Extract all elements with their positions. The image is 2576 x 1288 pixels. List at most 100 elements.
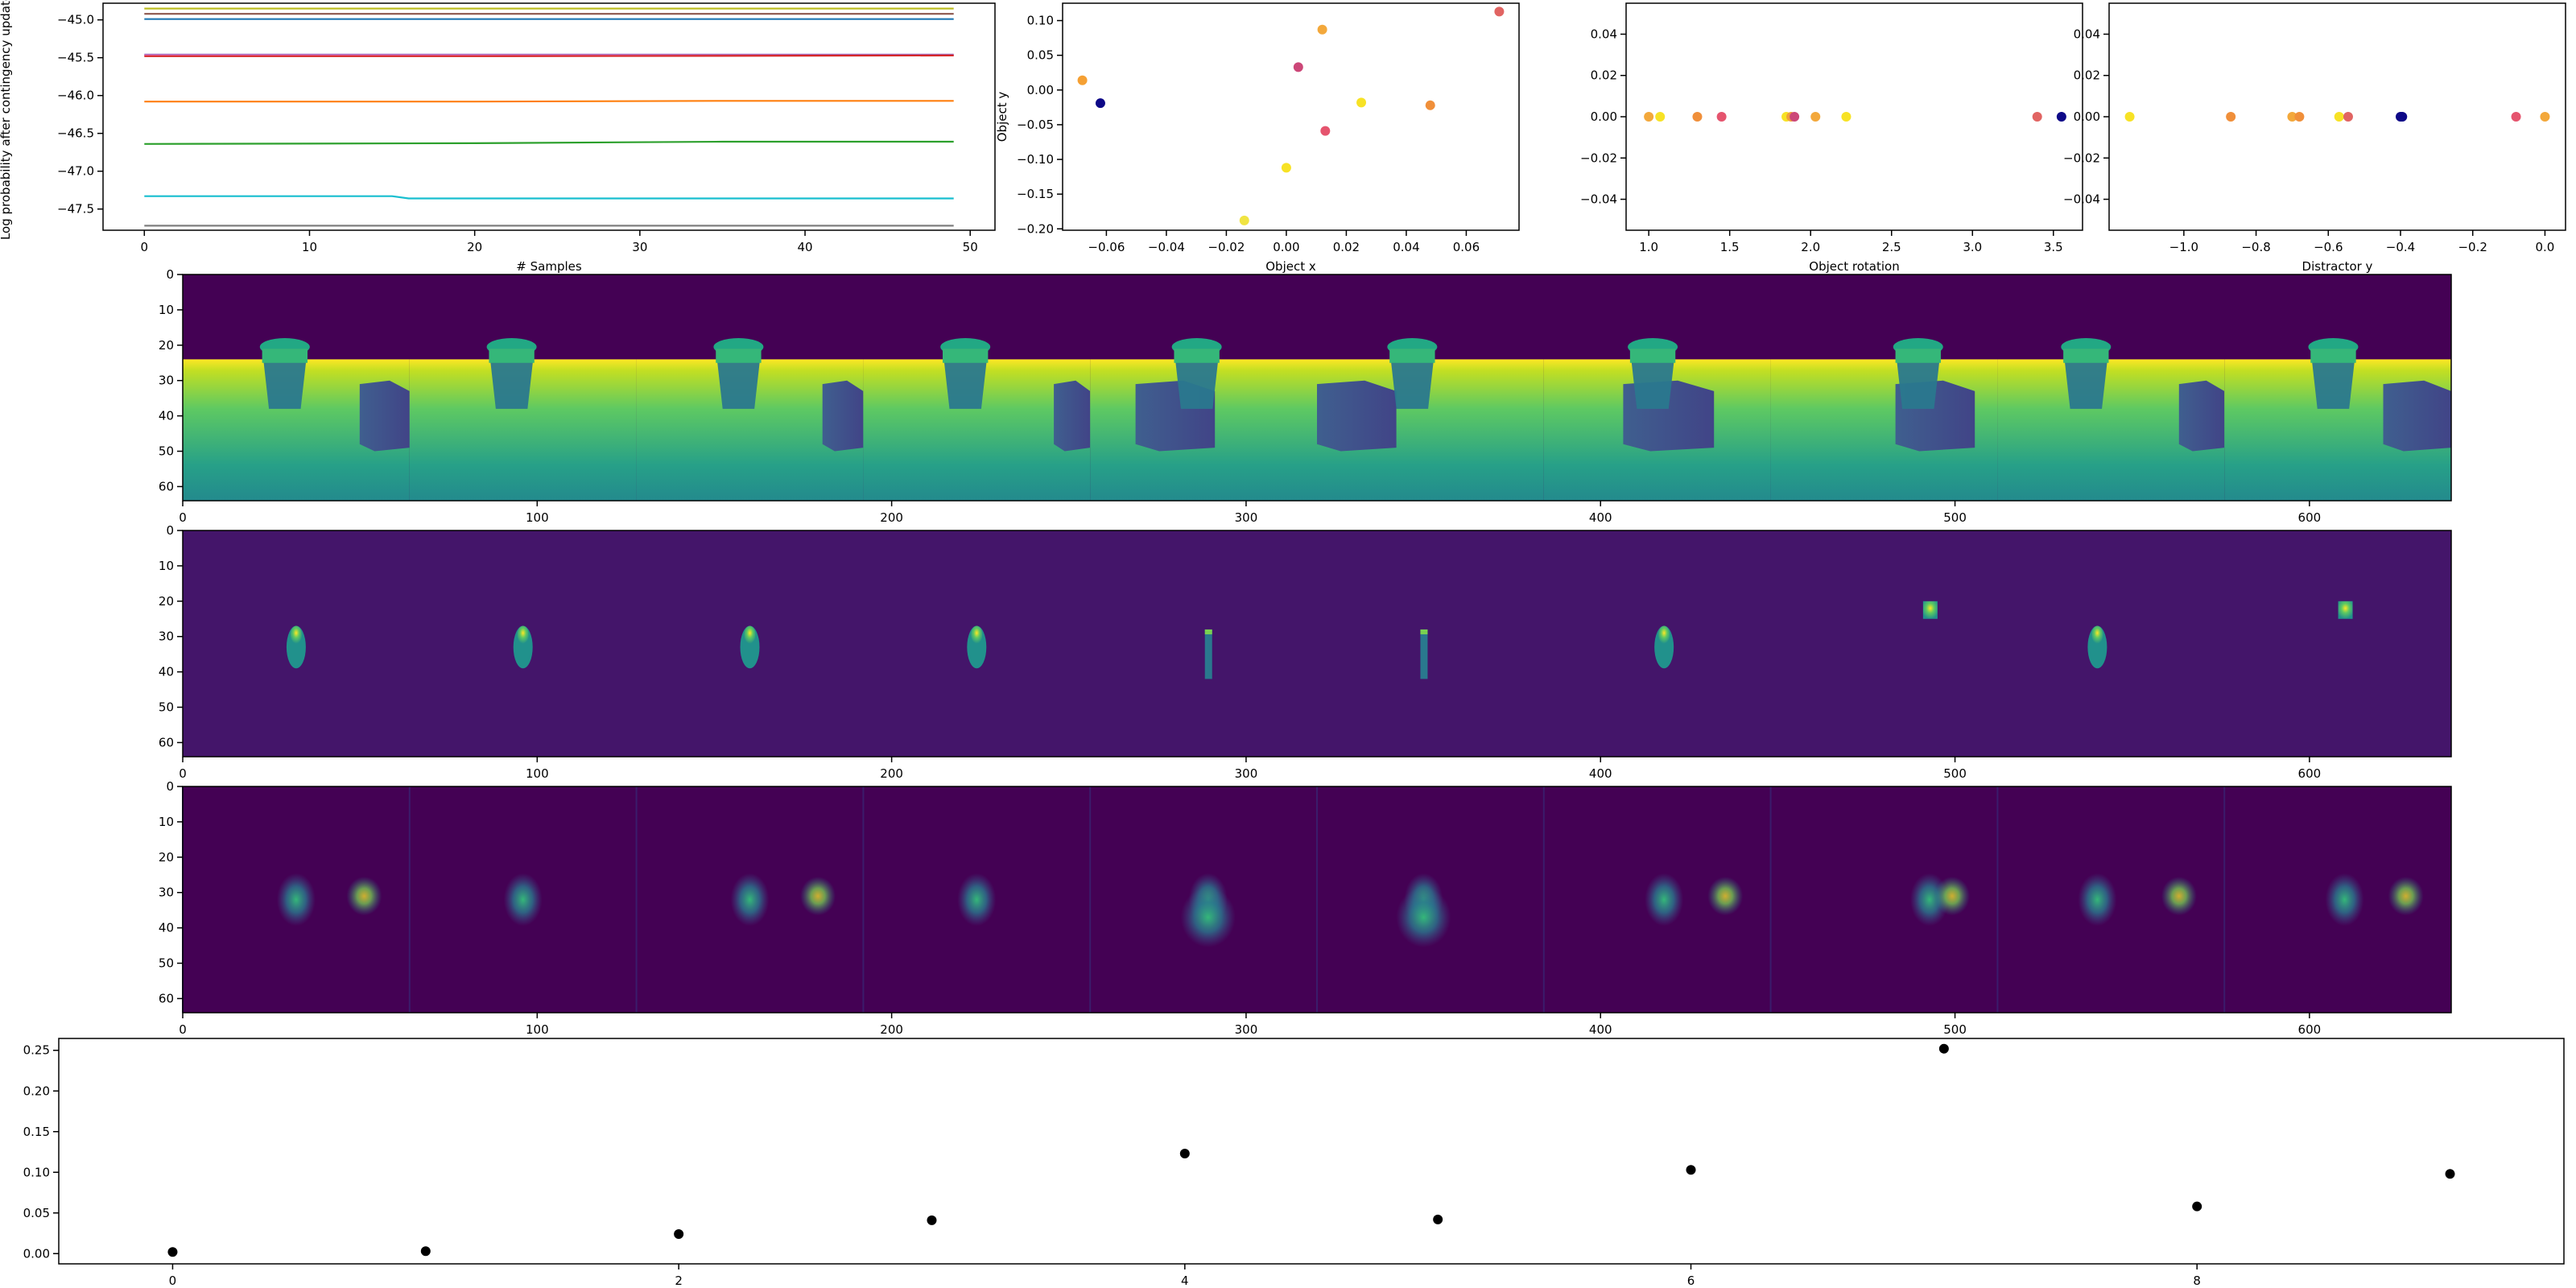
x-tick-label: 400 [1589,766,1612,781]
y-tick-label: −0.10 [1017,152,1054,167]
y-tick-label: 20 [159,594,174,609]
y-tick-label: 30 [159,886,174,900]
cup-top-face [1895,349,1941,363]
x-tick-label: 3.0 [1963,240,1982,254]
x-tick-label: 2 [675,1274,683,1288]
point-6 [1790,112,1800,122]
tile-1 [513,625,533,669]
tile-0 [183,338,410,501]
distractor-box [1317,380,1397,452]
y-ticks: 0 10 20 30 40 50 60 [159,267,183,493]
tile-0 [286,625,306,669]
y-tick-label: 40 [159,921,174,935]
x-tick-label: 0.00 [1273,240,1299,254]
point-9 [2540,112,2550,122]
tile-9 [2224,338,2451,501]
tile-2 [636,338,864,501]
point-6 [1320,126,1331,136]
x-tick-label: 1.0 [1639,240,1658,254]
recon-blob [957,873,997,927]
x-tick-label: 500 [1943,1022,1967,1037]
point-7 [1810,112,1821,122]
y-tick-label: −0.20 [1017,221,1054,236]
axes-frame [182,274,2452,502]
tile-8 [2087,625,2107,669]
axes-frame [182,786,2452,1013]
y-tick-label: 50 [159,700,174,715]
x-tick-label: 300 [1235,1022,1258,1037]
recon-blob-secondary [1707,876,1744,916]
cup-body [1174,349,1220,409]
recon-blob-secondary [1934,876,1971,916]
y-tick-label: 40 [159,665,174,679]
x-tick-label: 400 [1589,1022,1612,1037]
chart-strip-depth: 0 100 200 300 400 500 600 0 10 20 30 40 50 60 [159,267,2452,525]
recon-blob [730,873,770,927]
cup-body [489,349,535,409]
point-1 [420,1246,431,1257]
tile-4 [1090,338,1317,501]
point-2 [674,1229,684,1240]
x-ticks: −0.06 −0.04 −0.02 0.00 0.02 0.04 0.06 [1088,230,1480,254]
point-6 [1686,1165,1696,1175]
x-axis-label: Distractor y [2302,259,2373,274]
x-tick-label: 0 [179,766,187,781]
points [167,1043,2455,1257]
cup-top-face [1174,349,1220,363]
recon-blob-secondary [2161,876,2197,916]
strip-background [183,530,2451,757]
cup-top-face [2063,349,2109,363]
x-tick-label: 50 [963,240,978,254]
x-tick-label: 400 [1589,510,1612,525]
point-8 [2192,1201,2202,1212]
points [1644,112,2066,122]
y-tick-label: 0 [166,779,174,794]
y-tick-label: −46.0 [57,89,94,103]
x-tick-label: 300 [1235,766,1258,781]
distractor-box [1054,380,1091,452]
x-tick-label: 100 [526,766,549,781]
x-ticks: 0 2 4 6 8 [169,1264,2201,1288]
cup-body [2063,349,2109,409]
recon-blob-large [1180,887,1236,947]
tile-7 [1922,601,1938,619]
point-2 [2287,112,2297,122]
x-tick-label: 8 [2193,1274,2201,1288]
y-tick-label: 0 [166,267,174,282]
recon-blob [1645,873,1684,927]
attention-edge [1420,629,1428,679]
point-7 [2397,112,2408,122]
chart-logprob: 0 10 20 30 40 50 −45.0 −45.5 −46.0 −46.5 −47.0 −47.… [0,0,996,274]
recon-blob-secondary [346,876,382,916]
y-tick-label: −0.05 [1017,118,1054,132]
y-tick-label: −0.02 [2063,151,2100,165]
x-tick-label: 100 [526,510,549,525]
y-ticks: 0.10 0.05 0.00 −0.05 −0.10 −0.15 −0.20 [1017,14,1063,236]
point-0 [1077,75,1088,85]
y-ticks: −45.0 −45.5 −46.0 −46.5 −47.0 −47.5 [57,13,103,217]
y-tick-label: 0.00 [1591,109,1617,124]
y-tick-label: 40 [159,409,174,423]
y-tick-label: 0.10 [23,1165,50,1179]
series-line-8 [144,195,954,200]
x-axis-label: Object rotation [1809,259,1899,274]
tile-8 [1997,338,2225,501]
point-1 [1095,98,1105,109]
y-tick-label: 50 [159,444,174,459]
x-tick-label: 1.5 [1720,240,1740,254]
y-tick-label: 0 [166,523,174,538]
y-tick-label: −0.15 [1017,187,1054,201]
x-tick-label: 6 [1687,1274,1695,1288]
tile-5 [1420,629,1428,679]
cup-top-face [489,349,535,363]
x-tick-label: −0.02 [1208,240,1245,254]
x-tick-label: 0.0 [2536,240,2555,254]
y-tick-label: 50 [159,956,174,971]
cup-top-face [716,349,762,363]
tile-1 [409,338,637,501]
y-tick-label: 30 [159,630,174,644]
point-0 [1644,112,1654,122]
y-tick-label: 0.00 [1027,83,1054,97]
